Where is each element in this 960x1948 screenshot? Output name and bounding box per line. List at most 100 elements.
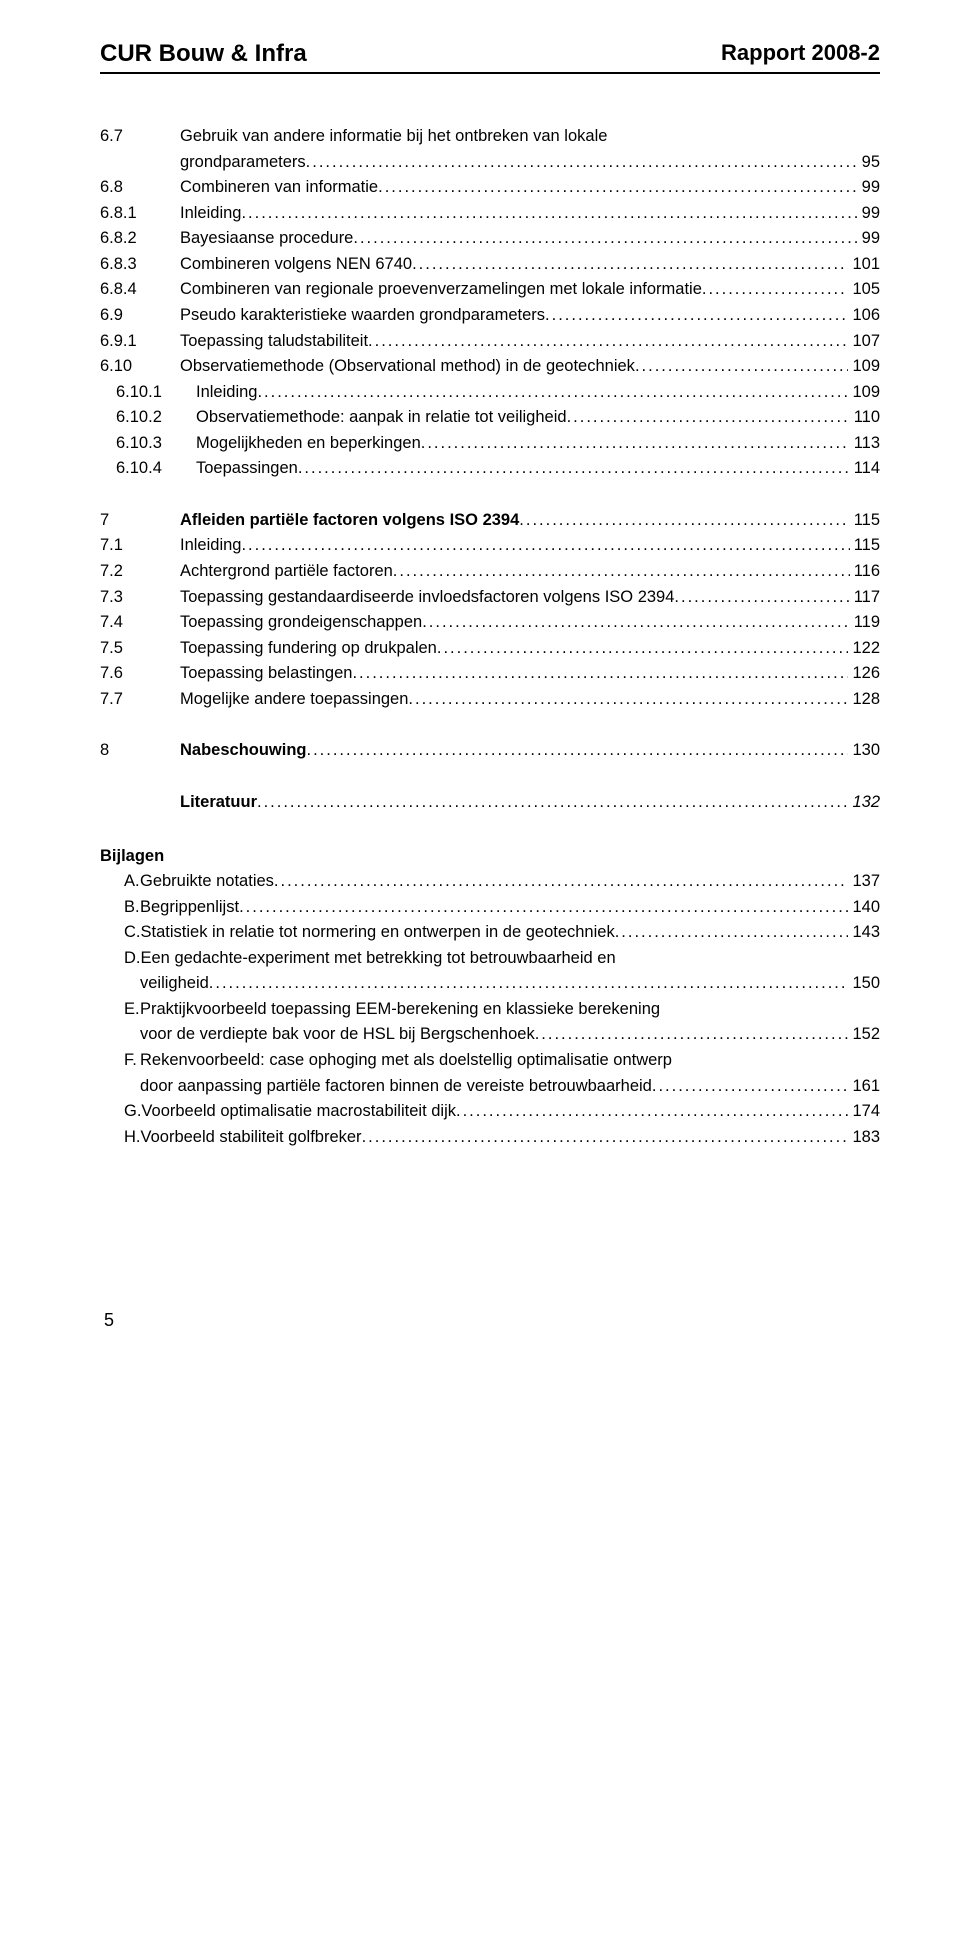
appendix-letter: F.: [100, 1048, 140, 1074]
leader-dots: [393, 559, 850, 585]
leader-dots: [353, 226, 857, 252]
toc-entry-number: 6.10: [100, 354, 180, 380]
toc-entry-number: 6.10.2: [100, 405, 196, 431]
toc-entry-number: 7: [100, 508, 180, 534]
toc-entry: 6.10.1Inleiding109: [100, 380, 880, 406]
section-gap: [100, 712, 880, 738]
toc-entry: 6.8.2Bayesiaanse procedure99: [100, 226, 880, 252]
leader-dots: [408, 687, 848, 713]
appendix-letter: C.: [100, 920, 141, 946]
toc-entry: 6.10.3Mogelijkheden en beperkingen 113: [100, 431, 880, 457]
toc-entry-title: Inleiding: [180, 533, 241, 559]
leader-dots: [239, 895, 848, 921]
leader-dots: [368, 329, 848, 355]
appendix-title-line: Gebruikte notaties: [140, 869, 274, 895]
toc-entry-page: 107: [848, 329, 880, 355]
appendix-title-line: Rekenvoorbeeld: case ophoging met als do…: [140, 1048, 672, 1074]
toc-entry-page: 113: [850, 431, 880, 457]
toc-entry: 7.4Toepassing grondeigenschappen119: [100, 610, 880, 636]
toc-entry-page: 114: [850, 456, 880, 482]
leader-dots: [257, 380, 848, 406]
appendix-letter: A.: [100, 869, 140, 895]
toc-entry-title: Mogelijkheden en beperkingen: [196, 431, 421, 457]
toc-entry-literature: Literatuur 132: [100, 790, 880, 816]
leader-dots: [362, 1125, 849, 1151]
toc-entry-title: Inleiding: [180, 201, 241, 227]
toc-entry-title-line: Gebruik van andere informatie bij het on…: [180, 124, 607, 150]
toc-entry-page: 99: [858, 201, 880, 227]
toc-entry-title: Observatiemethode (Observational method)…: [180, 354, 635, 380]
toc-entry-title: Observatiemethode: aanpak in relatie tot…: [196, 405, 567, 431]
leader-dots: [274, 869, 849, 895]
toc-entry-page: 117: [850, 585, 880, 611]
appendix-letter: H.: [100, 1125, 141, 1151]
toc-entry-title: Combineren volgens NEN 6740: [180, 252, 412, 278]
toc-entry-number: 6.10.3: [100, 431, 196, 457]
leader-dots: [635, 354, 849, 380]
toc-entry-number: 7.1: [100, 533, 180, 559]
toc-entry-page: 99: [858, 175, 880, 201]
appendix-title-line: door aanpassing partiële factoren binnen…: [140, 1074, 652, 1100]
toc-entry-number: 7.5: [100, 636, 180, 662]
toc-entry: 7Afleiden partiële factoren volgens ISO …: [100, 508, 880, 534]
appendix-letter: G.: [100, 1099, 141, 1125]
toc-entry-title: Inleiding: [196, 380, 257, 406]
toc-entry-number: 6.8.1: [100, 201, 180, 227]
toc-entry-number: 6.7: [100, 124, 180, 150]
leader-dots: [298, 456, 850, 482]
toc-entry-title: Nabeschouwing: [180, 738, 307, 764]
appendix-title-line: voor de verdiepte bak voor de HSL bij Be…: [140, 1022, 535, 1048]
toc-entry: 7.3Toepassing gestandaardiseerde invloed…: [100, 585, 880, 611]
toc-entry-title: Combineren van regionale proevenverzamel…: [180, 277, 702, 303]
toc-entry-number: 6.9.1: [100, 329, 180, 355]
toc-entry: 6.7Gebruik van andere informatie bij het…: [100, 124, 880, 175]
toc-entry-title-line: grondparameters: [180, 150, 306, 176]
toc-entry-page: 105: [848, 277, 880, 303]
appendix-page: 140: [848, 895, 880, 921]
leader-dots: [437, 636, 849, 662]
toc-entry-page: 99: [858, 226, 880, 252]
toc-entry-number: 6.10.4: [100, 456, 196, 482]
leader-dots: [422, 610, 849, 636]
toc-entry-number: 7.3: [100, 585, 180, 611]
toc-entry: 7.2Achtergrond partiële factoren116: [100, 559, 880, 585]
appendix-entry: D.Een gedachte-experiment met betrekking…: [100, 946, 880, 997]
appendix-page: 183: [848, 1125, 880, 1151]
toc-entry-title: Achtergrond partiële factoren: [180, 559, 393, 585]
leader-dots: [241, 201, 857, 227]
toc-entry-page: 106: [848, 303, 880, 329]
appendix-title-line: Voorbeeld optimalisatie macrostabiliteit…: [141, 1099, 456, 1125]
appendix-entry: G.Voorbeeld optimalisatie macrostabilite…: [100, 1099, 880, 1125]
document-page: CUR Bouw & Infra Rapport 2008-2 6.7Gebru…: [0, 0, 960, 1371]
toc-entry-title: Bayesiaanse procedure: [180, 226, 353, 252]
toc-entry-title: Toepassing fundering op drukpalen: [180, 636, 437, 662]
toc-entry-number: 6.8.4: [100, 277, 180, 303]
toc-entry: 7.5Toepassing fundering op drukpalen122: [100, 636, 880, 662]
appendix-entry: H.Voorbeeld stabiliteit golfbreker183: [100, 1125, 880, 1151]
header-title-right: Rapport 2008-2: [721, 40, 880, 68]
appendix-page: 150: [848, 971, 880, 997]
appendices-list: A.Gebruikte notaties137B.Begrippenlijst1…: [100, 869, 880, 1150]
table-of-contents: 6.7Gebruik van andere informatie bij het…: [100, 124, 880, 816]
toc-entry-title: Afleiden partiële factoren volgens ISO 2…: [180, 508, 519, 534]
leader-dots: [545, 303, 848, 329]
appendix-page: 174: [848, 1099, 880, 1125]
leader-dots: [307, 738, 849, 764]
page-number: 5: [100, 1310, 880, 1331]
appendix-page: 143: [848, 920, 880, 946]
appendices-heading: Bijlagen: [100, 844, 880, 870]
page-header: CUR Bouw & Infra Rapport 2008-2: [100, 40, 880, 74]
toc-entry-title: Toepassing grondeigenschappen: [180, 610, 422, 636]
section-gap: [100, 482, 880, 508]
leader-dots: [241, 533, 849, 559]
leader-dots: [674, 585, 849, 611]
section-gap: [100, 764, 880, 790]
appendix-page: 161: [848, 1074, 880, 1100]
leader-dots: [378, 175, 858, 201]
toc-entry-page: 119: [850, 610, 880, 636]
toc-entry-title: Pseudo karakteristieke waarden grondpara…: [180, 303, 545, 329]
toc-entry-title: Toepassing gestandaardiseerde invloedsfa…: [180, 585, 674, 611]
toc-entry-number: 7.6: [100, 661, 180, 687]
toc-entry: 6.10.2Observatiemethode: aanpak in relat…: [100, 405, 880, 431]
toc-entry: 7.6Toepassing belastingen126: [100, 661, 880, 687]
